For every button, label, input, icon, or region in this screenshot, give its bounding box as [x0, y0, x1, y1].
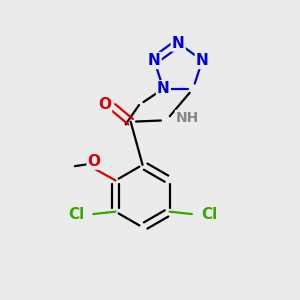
Text: O: O: [98, 97, 111, 112]
Text: N: N: [157, 81, 170, 96]
Text: O: O: [88, 154, 100, 169]
Text: N: N: [148, 53, 161, 68]
Text: NH: NH: [176, 111, 199, 125]
Text: N: N: [196, 53, 208, 68]
Text: Cl: Cl: [68, 207, 84, 222]
Text: Cl: Cl: [201, 207, 217, 222]
Text: N: N: [172, 35, 184, 50]
